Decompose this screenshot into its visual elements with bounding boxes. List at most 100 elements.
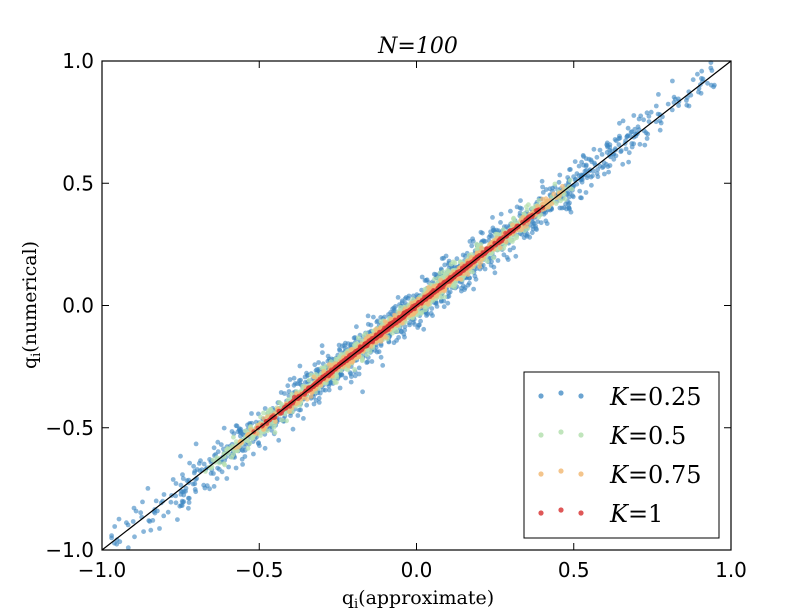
data-point: [577, 188, 583, 194]
data-point: [540, 184, 545, 190]
data-point: [337, 348, 343, 353]
data-point: [365, 313, 371, 319]
data-point: [364, 352, 370, 358]
data-point: [145, 486, 151, 491]
data-point: [460, 283, 466, 289]
data-point: [180, 472, 185, 477]
legend: K=0.25 K=0.5 K=0.75 K=1: [523, 371, 720, 539]
data-point: [360, 389, 365, 395]
data-point: [319, 343, 325, 349]
reference-line-y-equals-x: [101, 60, 732, 551]
data-point: [407, 322, 412, 328]
data-point: [365, 359, 370, 365]
data-point: [429, 306, 435, 311]
data-point: [646, 113, 652, 119]
data-point: [249, 411, 254, 416]
data-point: [322, 387, 328, 393]
data-point: [186, 495, 191, 501]
data-point: [551, 191, 557, 197]
data-point: [301, 416, 306, 421]
y-tick-label: 1.0: [62, 49, 94, 73]
data-point: [221, 461, 227, 467]
data-point: [469, 269, 475, 275]
data-point: [644, 110, 650, 116]
data-point: [670, 78, 675, 84]
data-point: [325, 370, 331, 376]
data-point: [337, 385, 343, 391]
data-point: [132, 534, 137, 540]
data-point: [240, 462, 246, 467]
data-point: [380, 363, 386, 368]
data-point: [191, 463, 197, 469]
data-point: [233, 423, 239, 429]
data-point: [669, 107, 675, 113]
data-point: [276, 437, 282, 443]
data-point: [290, 426, 296, 432]
data-point: [601, 160, 607, 166]
data-point: [382, 314, 387, 320]
data-point: [508, 238, 513, 244]
data-point: [165, 509, 171, 515]
data-point: [371, 314, 376, 320]
data-point: [343, 375, 348, 381]
data-point: [623, 146, 629, 152]
x-tick-label: 1.0: [715, 558, 747, 582]
data-point: [308, 394, 314, 399]
data-point: [177, 503, 183, 509]
data-point: [604, 142, 610, 148]
data-point: [180, 489, 186, 495]
data-point: [434, 304, 440, 309]
data-point: [549, 201, 555, 207]
data-point: [296, 407, 302, 413]
data-point: [378, 354, 384, 360]
legend-marker: [578, 510, 584, 516]
data-point: [514, 204, 520, 210]
y-tick-label: −0.5: [45, 416, 94, 440]
data-point: [543, 210, 549, 215]
data-point: [211, 445, 217, 451]
data-point: [497, 245, 503, 251]
data-point: [560, 183, 565, 189]
data-point: [153, 498, 159, 504]
data-point: [447, 289, 453, 295]
data-point: [591, 146, 597, 152]
data-point: [589, 182, 594, 188]
data-point: [273, 419, 278, 424]
data-point: [238, 433, 243, 439]
data-point: [295, 413, 301, 418]
legend-marker: [558, 429, 564, 435]
data-point: [193, 489, 199, 495]
data-point: [422, 307, 428, 313]
data-point: [355, 335, 361, 341]
data-point: [214, 476, 220, 481]
data-point: [313, 398, 319, 403]
legend-marker: [578, 471, 584, 477]
data-point: [620, 118, 626, 124]
data-point: [465, 272, 471, 277]
data-point: [178, 482, 184, 488]
data-point: [508, 208, 513, 214]
data-point: [215, 439, 221, 445]
data-point: [116, 516, 122, 522]
data-point: [426, 285, 431, 290]
data-point: [419, 274, 425, 280]
data-point: [173, 493, 179, 499]
data-point: [378, 343, 384, 348]
data-point: [138, 510, 144, 516]
data-point: [695, 71, 700, 77]
data-point: [594, 154, 600, 160]
data-point: [221, 425, 227, 431]
data-point: [478, 229, 484, 235]
data-point: [285, 383, 291, 389]
data-point: [378, 338, 384, 344]
data-point: [161, 492, 167, 497]
data-point: [133, 508, 139, 514]
data-point: [450, 259, 456, 265]
data-point: [394, 338, 399, 343]
data-point: [629, 141, 635, 146]
y-tick-label: 0.5: [62, 171, 94, 195]
data-point: [125, 522, 131, 528]
data-point: [245, 446, 251, 451]
data-point: [572, 159, 578, 165]
